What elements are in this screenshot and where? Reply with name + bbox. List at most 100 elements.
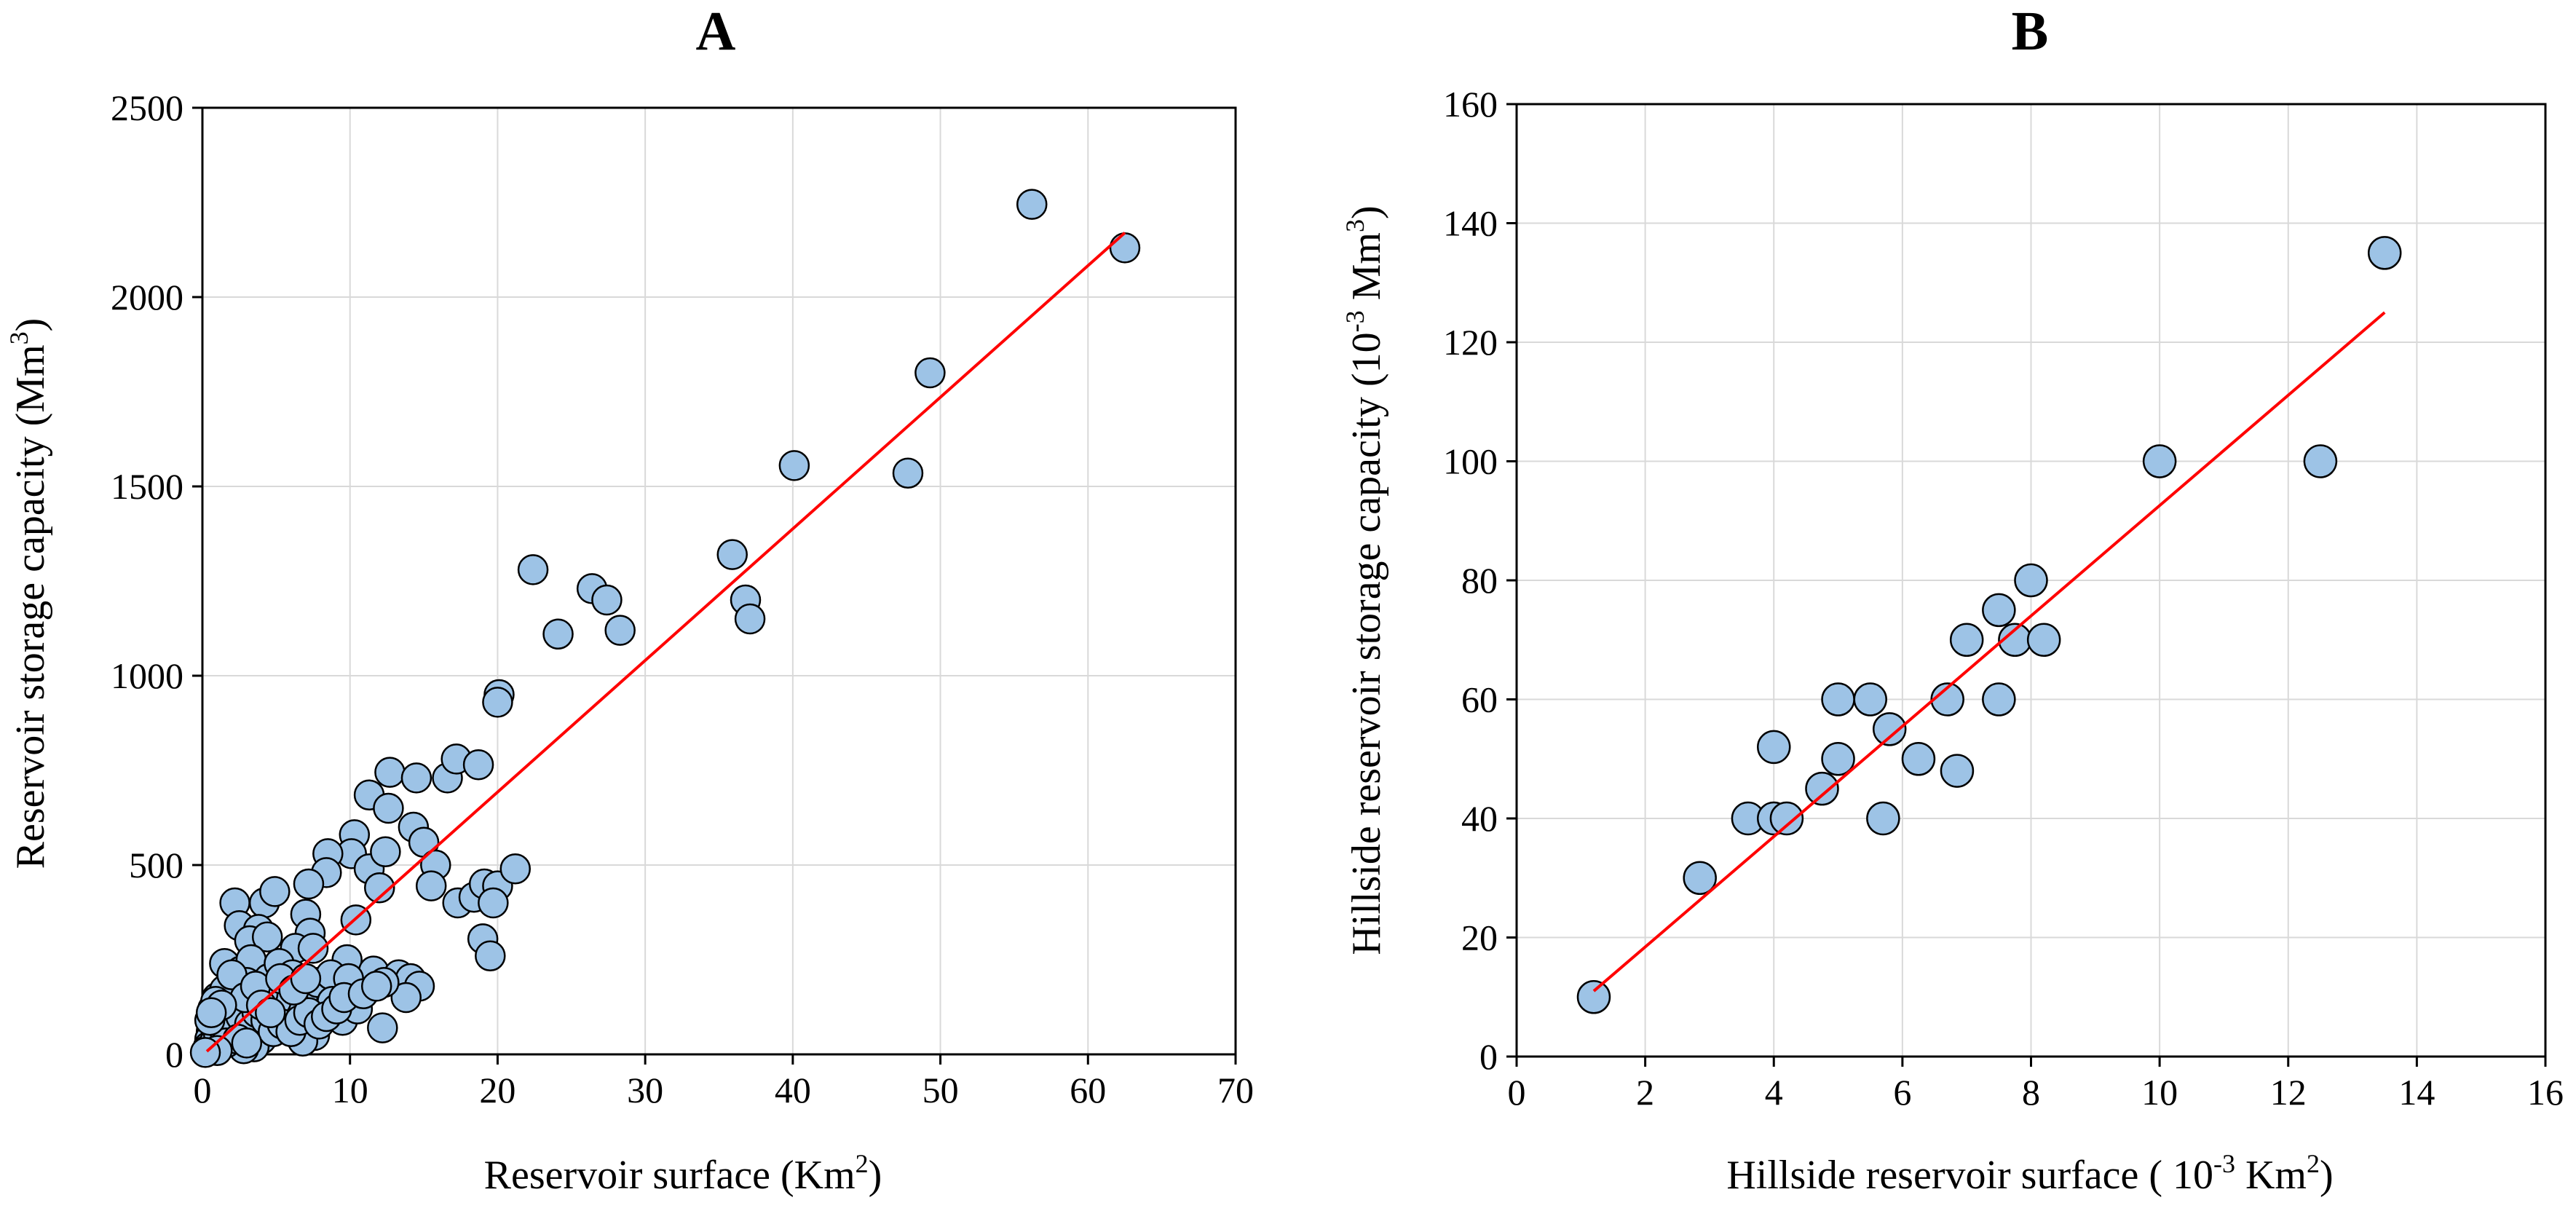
panel-a-data-point <box>482 687 513 718</box>
panel-a-title: A <box>696 1 736 62</box>
panel-b-y-tick-label: 80 <box>1461 560 1498 601</box>
panel-a-data-point <box>231 1027 263 1059</box>
panel-a-plot-area <box>201 106 1237 1056</box>
panel-a-data-point <box>462 749 494 781</box>
panel-b-data-point <box>1805 771 1839 806</box>
panel-b-data-point <box>1982 593 2016 628</box>
panel-a-data-point <box>914 357 946 389</box>
panel-a-data-point <box>415 870 447 901</box>
panel-a-y-tick-label: 2500 <box>111 87 183 128</box>
panel-a-x-tick-label: 70 <box>1217 1070 1254 1110</box>
panel-b-title: B <box>2012 1 2049 62</box>
panel-a: A 0 10 20 30 40 50 60 70 0 500 1000 1500 2000 2500 Re… <box>4 1 1254 1198</box>
panel-a-data-point <box>297 933 329 964</box>
panel-b-data-point <box>2026 623 2061 657</box>
panel-a-x-axis-label: Reservoir surface (Km2) <box>484 1149 882 1198</box>
panel-b-y-axis-label: Hillside reservoir storage capacity (10-… <box>1340 205 1389 955</box>
panel-b-x-tick-label: 14 <box>2398 1072 2435 1113</box>
panel-a-data-point <box>254 997 286 1029</box>
panel-a-data-point <box>364 872 395 904</box>
panel-b-data-point <box>1821 682 1855 716</box>
panel-a-y-axis-label: Reservoir storage capacity (Mm3) <box>4 318 53 869</box>
panel-b-data-point <box>1930 682 1964 716</box>
panel-b-data-point <box>1872 712 1907 746</box>
panel-b-y-tick-label: 140 <box>1443 203 1498 244</box>
panel-a-data-point <box>374 757 406 788</box>
panel-b-y-tick-label: 100 <box>1443 441 1498 482</box>
panel-a-data-point <box>517 554 549 585</box>
panel-b-x-axis-label: Hillside reservoir surface ( 10-3 Km2) <box>1726 1149 2333 1198</box>
panel-a-data-point <box>370 836 401 868</box>
panel-a-y-tick-label: 0 <box>165 1034 183 1075</box>
panel-b-x-tick-label: 6 <box>1893 1072 1911 1113</box>
panel-a-data-point <box>373 792 404 824</box>
panel-a-data-point <box>195 997 227 1029</box>
panel-a-data-point <box>892 457 924 489</box>
panel-b-data-point <box>1683 861 1717 895</box>
panel-b-y-tick-label: 40 <box>1461 798 1498 839</box>
panel-b-y-tick-label: 20 <box>1461 917 1498 958</box>
panel-a-fit-line <box>205 232 1126 1053</box>
panel-a-data-point <box>400 762 432 794</box>
panel-b-fit-line <box>1592 311 2386 992</box>
panel-b-points <box>1576 236 2402 1014</box>
panel-a-data-point <box>591 584 623 616</box>
panel-a-data-point <box>293 868 325 900</box>
panel-a-data-point <box>360 971 392 1002</box>
panel-a-data-point <box>390 982 422 1014</box>
panel-a-data-point <box>290 963 322 995</box>
panel-b-data-point <box>1866 801 1900 836</box>
panel-b-x-tick-label: 0 <box>1508 1072 1526 1113</box>
panel-b-y-tick-label: 120 <box>1443 322 1498 363</box>
panel-a-points <box>189 189 1141 1068</box>
panel-a-data-point <box>478 887 509 919</box>
panel-a-data-point <box>251 921 283 953</box>
panel-b-x-tick-label: 12 <box>2270 1072 2307 1113</box>
panel-a-x-tick-label: 50 <box>922 1070 959 1110</box>
panel-a-x-tick-label: 40 <box>775 1070 811 1110</box>
panel-b-x-tick-label: 4 <box>1765 1072 1783 1113</box>
panel-a-y-tick-label: 1500 <box>111 466 183 507</box>
panel-b-data-point <box>2014 563 2048 598</box>
panel-a-x-tick-label: 60 <box>1070 1070 1106 1110</box>
panel-b-data-point <box>1853 682 1887 716</box>
panel-b-data-point <box>2303 444 2338 478</box>
panel-b-data-point <box>1821 742 1855 776</box>
panel-b-data-point <box>1901 742 1936 776</box>
panel-a-x-tick-label: 30 <box>627 1070 663 1110</box>
panel-a-y-tick-label: 500 <box>129 845 183 885</box>
panel-a-data-point <box>716 539 748 570</box>
panel-a-data-point <box>1016 189 1048 220</box>
panel-b-x-tick-label: 16 <box>2527 1072 2564 1113</box>
panel-a-x-tick-label: 10 <box>332 1070 368 1110</box>
panel-b-data-point <box>1576 980 1611 1014</box>
panel-a-y-tick-label: 2000 <box>111 277 183 317</box>
panel-a-x-tick-label: 20 <box>479 1070 515 1110</box>
panel-b-data-point <box>1757 730 1791 765</box>
panel-a-data-point <box>367 1012 398 1043</box>
panel-b-data-point <box>1769 801 1804 836</box>
panel-b-data-point <box>1940 754 1975 788</box>
panel-a-data-point <box>604 615 636 646</box>
panel-b-y-tick-label: 60 <box>1461 679 1498 720</box>
panel-a-x-tick-label: 0 <box>194 1070 212 1110</box>
panel-a-data-point <box>475 940 506 972</box>
panel-a-data-point <box>259 876 291 907</box>
panel-a-y-tick-label: 1000 <box>111 655 183 696</box>
panel-b-data-point <box>2367 236 2402 270</box>
panel-b-data-point <box>1949 623 1984 657</box>
panel-b-data-point <box>2142 444 2177 478</box>
panel-a-data-point <box>499 853 532 885</box>
panel-b-x-tick-label: 10 <box>2141 1072 2178 1113</box>
panel-a-data-point <box>734 603 766 635</box>
panel-b-y-tick-label: 160 <box>1443 84 1498 125</box>
panel-b-y-tick-label: 0 <box>1479 1036 1498 1077</box>
panel-b-x-tick-label: 2 <box>1636 1072 1654 1113</box>
panel-a-ticks: 0 10 20 30 40 50 60 70 0 500 1000 1500 2000 2500 <box>111 87 1254 1110</box>
panel-a-data-point <box>778 450 810 481</box>
panel-a-data-point <box>542 618 574 650</box>
panel-b-x-tick-label: 8 <box>2022 1072 2040 1113</box>
